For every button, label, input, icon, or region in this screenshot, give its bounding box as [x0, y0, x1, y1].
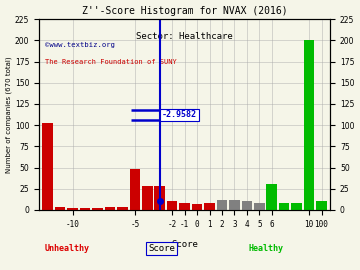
Bar: [291, 203, 302, 210]
Bar: [154, 186, 165, 210]
Bar: [254, 203, 265, 210]
Bar: [304, 40, 314, 210]
Bar: [67, 208, 78, 210]
Bar: [117, 207, 128, 210]
Bar: [229, 200, 240, 210]
Bar: [266, 184, 277, 210]
Text: Sector: Healthcare: Sector: Healthcare: [136, 32, 233, 40]
Text: Healthy: Healthy: [249, 244, 284, 253]
Bar: [105, 207, 115, 210]
Text: Unhealthy: Unhealthy: [45, 244, 90, 253]
Bar: [179, 203, 190, 210]
Bar: [142, 186, 153, 210]
Y-axis label: Number of companies (670 total): Number of companies (670 total): [5, 56, 12, 173]
X-axis label: Score: Score: [171, 240, 198, 249]
Bar: [204, 203, 215, 210]
Text: ©www.textbiz.org: ©www.textbiz.org: [45, 42, 115, 48]
Bar: [92, 208, 103, 210]
Bar: [167, 201, 177, 210]
Bar: [80, 208, 90, 210]
Bar: [192, 204, 202, 210]
Bar: [242, 201, 252, 210]
Bar: [130, 169, 140, 210]
Bar: [217, 200, 227, 210]
Text: The Research Foundation of SUNY: The Research Foundation of SUNY: [45, 59, 177, 65]
Bar: [316, 201, 327, 210]
Bar: [42, 123, 53, 210]
Text: Score: Score: [148, 244, 175, 253]
Bar: [55, 207, 66, 210]
Title: Z''-Score Histogram for NVAX (2016): Z''-Score Histogram for NVAX (2016): [82, 6, 287, 16]
Bar: [279, 203, 289, 210]
Text: -2.9582: -2.9582: [162, 110, 197, 119]
